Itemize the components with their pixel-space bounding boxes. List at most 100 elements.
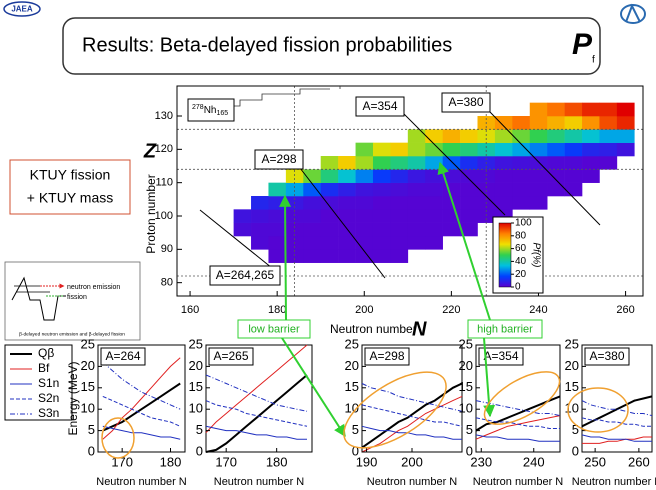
heatmap-cell: [425, 182, 443, 197]
series-line: [102, 382, 181, 432]
heatmap-cell: [251, 236, 269, 250]
heatmap-cell: [425, 196, 443, 210]
heatmap-cell: [547, 102, 565, 117]
heatmap-cell: [338, 236, 356, 250]
panel-title: A=264: [105, 349, 140, 363]
x-tick-label: 220: [442, 304, 460, 316]
callout: low barrier: [248, 323, 300, 335]
logo: JAEA: [11, 5, 33, 14]
y-tick-label: 5: [196, 422, 203, 437]
x-axis-symbol: N: [412, 318, 427, 340]
heatmap-cell: [494, 156, 513, 170]
y-tick-label: 0: [88, 443, 95, 458]
heatmap-cell: [407, 222, 426, 237]
y-tick-label: 110: [155, 177, 173, 189]
heatmap-cell: [547, 116, 565, 130]
legend-label: S3n: [38, 406, 59, 420]
y-tick-label: 15: [565, 379, 579, 394]
heatmap-cell: [529, 129, 548, 143]
y-tick-label: 0: [572, 443, 579, 458]
heatmap-cell: [372, 196, 391, 210]
heatmap-cell: [285, 169, 304, 183]
heatmap-cell: [303, 196, 322, 210]
heatmap-cell: [529, 116, 548, 130]
series-line: [581, 434, 652, 442]
isobar-label: A=380: [448, 95, 483, 109]
series-line: [205, 400, 308, 427]
heatmap-cell: [460, 156, 478, 170]
heatmap-cell: [407, 236, 426, 250]
heatmap-cell: [320, 236, 339, 250]
y-tick-label: 80: [161, 277, 173, 289]
legend-label: S2n: [38, 391, 59, 405]
series-line: [361, 404, 463, 427]
heatmap-cell: [599, 102, 618, 117]
heatmap-cell: [512, 169, 531, 183]
colorbar-tick-label: 20: [515, 269, 527, 280]
nuclide-label: 278Nh165: [192, 104, 228, 117]
y-axis-symbol: Z: [143, 140, 157, 162]
y-tick-label: 25: [345, 336, 359, 351]
heatmap-cell: [494, 196, 513, 210]
heatmap-cell: [372, 209, 391, 223]
panel-title-box: [478, 347, 524, 366]
heatmap-cell: [251, 209, 269, 223]
heatmap-cell: [338, 182, 356, 197]
panel-title-box: [100, 347, 146, 366]
y-tick-label: 15: [189, 379, 203, 394]
y-axis-label: Energy (MeV): [66, 361, 80, 435]
x-axis-label: Neutron number N: [367, 476, 458, 488]
heatmap-cell: [303, 236, 322, 250]
heatmap-cell: [425, 156, 443, 170]
y-tick-label: 0: [352, 443, 359, 458]
heatmap-cell: [355, 209, 374, 223]
heatmap-cell: [582, 169, 600, 183]
legend-label: Bf: [38, 361, 50, 375]
heatmap-cell: [477, 129, 496, 143]
diagram-caption: β-delayed neutron emission and β-delayed…: [19, 331, 125, 337]
y-tick-label: 0: [466, 443, 473, 458]
panel-title-box: [584, 347, 630, 366]
y-tick-label: 15: [345, 379, 359, 394]
nuclide-symbol: Nh: [204, 105, 217, 116]
heatmap-cell: [512, 142, 531, 157]
panel-title: A=380: [589, 349, 624, 363]
heatmap-cell: [494, 169, 513, 183]
y-tick-label: 10: [345, 401, 359, 416]
heatmap-cell: [285, 182, 304, 197]
heatmap-cell: [425, 209, 443, 223]
x-axis-label: Neutron number N: [473, 476, 564, 488]
y-tick-label: 25: [565, 336, 579, 351]
heatmap-cell: [320, 222, 339, 237]
heatmap-cell: [529, 196, 548, 210]
heatmap-cell: [564, 142, 583, 157]
colorbar-tick-label: 100: [515, 218, 532, 229]
x-tick-label: 200: [401, 454, 423, 469]
y-tick-label: 120: [155, 143, 173, 155]
isobar-label: A=354: [362, 99, 397, 113]
heatmap-cell: [564, 169, 583, 183]
x-tick-label: 260: [616, 304, 634, 316]
callout: high barrier: [477, 323, 533, 335]
heatmap-cell: [372, 182, 391, 197]
heatmap-cell: [338, 209, 356, 223]
heatmap-cell: [355, 156, 374, 170]
heatmap-cell: [477, 169, 496, 183]
panel-title: A=354: [483, 349, 518, 363]
heatmap-cell: [251, 222, 269, 237]
heatmap-cell: [529, 102, 548, 117]
heatmap-cell: [372, 236, 391, 250]
heatmap-cell: [442, 129, 461, 143]
heatmap-cell: [338, 249, 356, 263]
heatmap-cell: [616, 142, 635, 157]
series-line: [205, 344, 308, 434]
heatmap-cell: [460, 209, 478, 223]
heatmap-cell: [460, 222, 478, 237]
heatmap-cell: [477, 209, 496, 223]
y-tick-label: 10: [189, 401, 203, 416]
x-tick-label: 230: [470, 454, 492, 469]
y-tick-label: 20: [81, 358, 95, 373]
series-line: [205, 374, 308, 412]
